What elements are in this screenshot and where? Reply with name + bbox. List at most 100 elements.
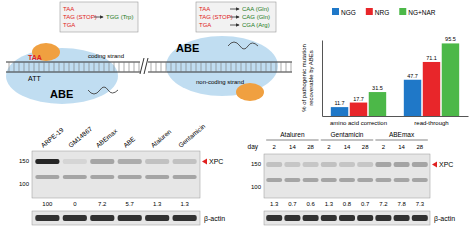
nonspecific-band: [412, 178, 428, 182]
bar: [423, 62, 440, 116]
tick-label: read-through: [414, 120, 448, 126]
band: [266, 162, 282, 167]
codon: CAA (Gln): [242, 6, 269, 12]
x-axis: amino acid correctionread-through: [323, 117, 469, 127]
codon: TAG (STOP): [63, 14, 97, 20]
axis-line: [323, 116, 469, 117]
codon: CAG (Gln): [242, 14, 270, 20]
base-pair: [171, 62, 172, 72]
lane-label: ABEmax: [94, 127, 118, 149]
band: [357, 162, 373, 167]
quant-value: 0: [73, 201, 77, 207]
base-pair: [286, 62, 287, 72]
axis-title: % of pathogenic mutation: [301, 44, 307, 112]
nonspecific-band: [63, 175, 87, 179]
day-label: 2: [273, 144, 277, 150]
loading-band: [173, 215, 197, 221]
base-pair: [176, 62, 177, 72]
guide-rna: [88, 87, 118, 94]
nonspecific-band: [394, 178, 410, 182]
break: [140, 58, 148, 74]
base-pair: [99, 62, 100, 72]
nonspecific-band: [357, 178, 373, 182]
nonspecific-band: [118, 175, 142, 179]
base-pair: [19, 62, 20, 72]
arrow: [94, 17, 103, 18]
nonspecific-band: [339, 178, 355, 182]
base-pair: [266, 62, 267, 72]
base-pair: [181, 62, 182, 72]
band: [145, 159, 169, 164]
data-label: 47.7: [407, 73, 418, 79]
nonspecific-band: [35, 175, 59, 179]
target-arrow: [432, 162, 437, 168]
loading-band: [339, 215, 355, 221]
base-pair: [34, 62, 35, 72]
quant-value: 7.2: [98, 201, 107, 207]
blot-membrane: [264, 154, 430, 198]
base-pair: [281, 62, 282, 72]
nonspecific-band: [266, 178, 282, 182]
legend: NGGNRGNG+NAR: [332, 8, 436, 16]
nonspecific-band: [303, 178, 319, 182]
group-bracket: [375, 140, 427, 141]
bar: [404, 80, 421, 116]
nonspecific-band: [145, 175, 169, 179]
nonspecific-band: [284, 178, 300, 182]
loading-band: [321, 215, 337, 221]
base-pair: [211, 62, 212, 72]
quant-value: 1.3: [325, 201, 334, 207]
axis-title: recoverable by ABEs: [308, 50, 314, 106]
base-pair: [261, 62, 262, 72]
base-pair: [151, 62, 152, 72]
loading-label: β-actin: [434, 215, 455, 223]
base-pair: [44, 62, 45, 72]
band: [303, 162, 319, 167]
base-pair: [226, 62, 227, 72]
quant-value: 1.3: [270, 201, 279, 207]
base-pair: [119, 62, 120, 72]
strand: [6, 71, 140, 72]
bars: [331, 43, 459, 116]
loading-band: [412, 215, 428, 221]
nonspecific-band: [375, 178, 391, 182]
base-pair: [161, 62, 162, 72]
base-pair: [89, 62, 90, 72]
day-label: 28: [362, 144, 369, 150]
box: [196, 2, 276, 32]
base-pair: [271, 62, 272, 72]
loading-band: [90, 215, 114, 221]
base-pair: [84, 62, 85, 72]
quant-value: 5.7: [126, 201, 135, 207]
codon: ATT: [28, 75, 41, 82]
legend-label: NRG: [375, 9, 389, 16]
day-label: 28: [416, 144, 423, 150]
lane-label: ARPE-19: [40, 126, 66, 149]
loading-label: β-actin: [204, 215, 225, 223]
base-pair: [64, 62, 65, 72]
base-pair: [166, 62, 167, 72]
y-axis: [322, 41, 323, 117]
loading-band: [375, 215, 391, 221]
arrow: [230, 17, 239, 18]
base-pair: [14, 62, 15, 72]
quant-value: 1.3: [180, 201, 189, 207]
base-pair: [139, 62, 140, 72]
loading-band: [266, 215, 282, 221]
quant-value: 100: [42, 201, 53, 207]
band: [118, 159, 142, 164]
base-pair: [94, 62, 95, 72]
data-labels: 11.747.717.771.131.595.5: [334, 36, 455, 106]
editor-label: ABE: [50, 88, 73, 100]
base-pair: [9, 62, 10, 72]
band: [35, 159, 59, 164]
base-pair: [69, 62, 70, 72]
bar: [442, 43, 459, 116]
target-arrow: [202, 159, 207, 165]
codon-box: TAATAG (STOP)TGACAA (Gln)CAG (Gln)CGA (A…: [196, 2, 276, 32]
lane-label: ABE: [122, 135, 137, 149]
loading-band: [145, 215, 169, 221]
base-pair: [24, 62, 25, 72]
nonspecific-band: [321, 178, 337, 182]
base-pair: [114, 62, 115, 72]
